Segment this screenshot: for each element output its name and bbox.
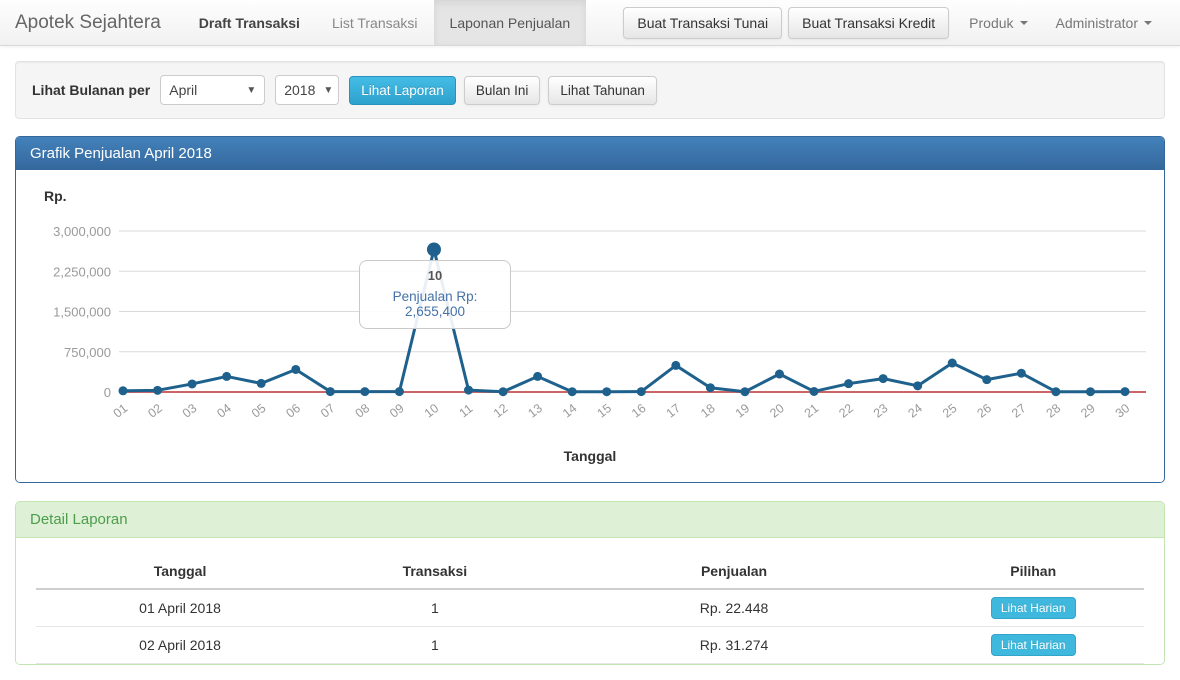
- svg-text:07: 07: [318, 401, 338, 421]
- svg-text:0: 0: [104, 385, 111, 400]
- chart-panel-body: Rp. 3,000,000 2,250,000 1,500,000 750,000 0 0…: [16, 170, 1164, 482]
- produk-dropdown-label: Produk: [969, 14, 1014, 31]
- lihat-tahunan-button[interactable]: Lihat Tahunan: [548, 75, 657, 105]
- navbar-right: Buat Transaksi Tunai Buat Transaksi Kred…: [623, 0, 1180, 45]
- svg-text:2,250,000: 2,250,000: [53, 264, 111, 279]
- page-container: Lihat Bulanan per April ▼ 2018 ▼ Lihat L…: [0, 46, 1180, 680]
- lihat-harian-button[interactable]: Lihat Harian: [990, 634, 1076, 656]
- svg-text:14: 14: [560, 401, 580, 421]
- top-navbar: Apotek Sejahtera Draft Transaksi List Tr…: [0, 0, 1180, 46]
- table-row: 01 April 2018 1 Rp. 22.448 Lihat Harian: [36, 589, 1144, 627]
- svg-text:15: 15: [594, 401, 614, 421]
- table-row: 02 April 2018 1 Rp. 31.274 Lihat Harian: [36, 626, 1144, 664]
- nav-item-laporan-penjualan[interactable]: Laponan Penjualan: [433, 0, 587, 45]
- svg-text:11: 11: [457, 401, 476, 420]
- detail-panel-title: Detail Laporan: [16, 502, 1164, 538]
- svg-text:12: 12: [491, 401, 511, 421]
- header-pilihan: Pilihan: [922, 554, 1144, 590]
- chart-tooltip: 10 Penjualan Rp: 2,655,400: [359, 260, 511, 329]
- svg-text:26: 26: [975, 401, 995, 421]
- produk-dropdown[interactable]: Produk: [955, 15, 1041, 31]
- cell-transaksi: 1: [324, 626, 546, 664]
- svg-text:16: 16: [629, 401, 649, 421]
- month-select-value: April: [169, 82, 198, 98]
- detail-report-panel: Detail Laporan Tanggal Transaksi Penjual…: [15, 501, 1165, 665]
- select-arrow-icon: ▼: [323, 84, 334, 96]
- svg-text:30: 30: [1113, 401, 1133, 421]
- nav-item-draft-transaksi[interactable]: Draft Transaksi: [198, 14, 300, 31]
- header-penjualan: Penjualan: [545, 554, 923, 590]
- select-arrow-icon: ▼: [246, 84, 257, 96]
- svg-text:13: 13: [525, 401, 545, 421]
- svg-text:25: 25: [940, 401, 960, 421]
- month-select[interactable]: April ▼: [160, 75, 266, 105]
- svg-text:750,000: 750,000: [64, 345, 111, 360]
- detail-panel-body: Tanggal Transaksi Penjualan Pilihan 01 A…: [16, 538, 1164, 664]
- tooltip-value: Penjualan Rp: 2,655,400: [392, 289, 478, 319]
- header-tanggal: Tanggal: [36, 554, 325, 590]
- caret-down-icon: [1019, 20, 1028, 25]
- cell-transaksi: 1: [324, 589, 546, 627]
- app-brand[interactable]: Apotek Sejahtera: [15, 11, 161, 33]
- svg-text:24: 24: [905, 401, 925, 421]
- administrator-dropdown-label: Administrator: [1055, 14, 1138, 31]
- svg-text:10: 10: [422, 401, 442, 421]
- buat-transaksi-kredit-button[interactable]: Buat Transaksi Kredit: [788, 6, 950, 39]
- svg-text:21: 21: [802, 401, 822, 421]
- cell-tanggal: 01 April 2018: [36, 589, 325, 627]
- y-axis-title: Rp.: [44, 188, 67, 204]
- svg-text:20: 20: [767, 401, 787, 421]
- svg-text:23: 23: [871, 401, 891, 421]
- svg-text:18: 18: [698, 401, 718, 421]
- chart-area: 3,000,000 2,250,000 1,500,000 750,000 0 01 02 0…: [24, 206, 1156, 438]
- svg-text:19: 19: [733, 401, 753, 421]
- buat-transaksi-tunai-button[interactable]: Buat Transaksi Tunai: [623, 6, 783, 39]
- svg-text:01: 01: [111, 401, 131, 421]
- svg-text:22: 22: [836, 401, 856, 421]
- header-transaksi: Transaksi: [324, 554, 546, 590]
- svg-text:27: 27: [1009, 401, 1029, 421]
- svg-text:04: 04: [214, 401, 234, 421]
- year-select-value: 2018: [284, 82, 316, 98]
- svg-text:06: 06: [284, 401, 304, 421]
- svg-text:1,500,000: 1,500,000: [53, 305, 111, 320]
- svg-text:05: 05: [249, 401, 269, 421]
- chart-panel-title: Grafik Penjualan April 2018: [16, 137, 1164, 170]
- lihat-laporan-button[interactable]: Lihat Laporan: [349, 75, 456, 105]
- cell-penjualan: Rp. 22.448: [545, 589, 923, 627]
- table-header-row: Tanggal Transaksi Penjualan Pilihan: [36, 554, 1144, 590]
- svg-text:29: 29: [1078, 401, 1098, 421]
- svg-text:09: 09: [387, 401, 407, 421]
- main-nav: Draft Transaksi List Transaksi Laponan P…: [183, 0, 587, 45]
- svg-text:3,000,000: 3,000,000: [53, 224, 111, 239]
- bulan-ini-button[interactable]: Bulan Ini: [463, 75, 541, 105]
- filter-bar: Lihat Bulanan per April ▼ 2018 ▼ Lihat L…: [15, 61, 1165, 119]
- tooltip-day: 10: [427, 268, 443, 283]
- lihat-harian-button[interactable]: Lihat Harian: [990, 597, 1076, 619]
- year-select[interactable]: 2018 ▼: [275, 75, 340, 105]
- svg-text:28: 28: [1044, 401, 1064, 421]
- sales-line-chart[interactable]: 3,000,000 2,250,000 1,500,000 750,000 001 02 0…: [24, 206, 1165, 438]
- sales-chart-panel: Grafik Penjualan April 2018 Rp. 3,000,00…: [15, 136, 1165, 483]
- svg-text:08: 08: [353, 401, 373, 421]
- x-axis-title: Tanggal: [563, 448, 617, 464]
- report-table: Tanggal Transaksi Penjualan Pilihan 01 A…: [36, 554, 1144, 664]
- caret-down-icon: [1144, 20, 1152, 25]
- svg-text:17: 17: [664, 401, 684, 421]
- cell-penjualan: Rp. 31.274: [545, 626, 923, 664]
- cell-tanggal: 02 April 2018: [36, 626, 325, 664]
- svg-text:02: 02: [145, 401, 165, 421]
- administrator-dropdown[interactable]: Administrator: [1042, 15, 1166, 31]
- filter-label: Lihat Bulanan per: [32, 82, 151, 98]
- nav-item-list-transaksi[interactable]: List Transaksi: [331, 14, 418, 31]
- svg-text:03: 03: [180, 401, 200, 421]
